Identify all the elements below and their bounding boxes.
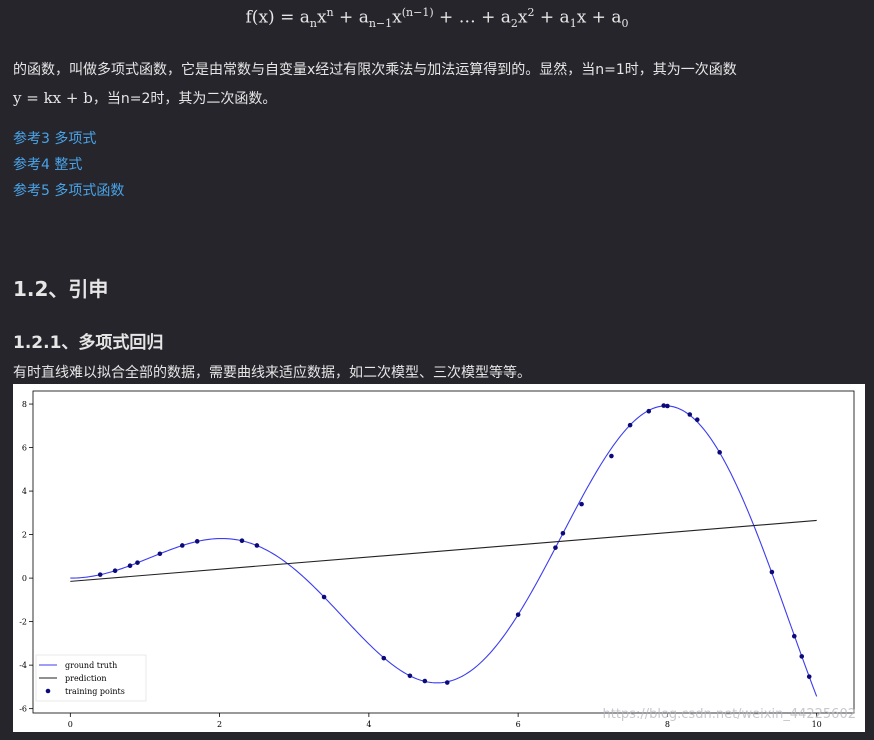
training-point [717,450,722,455]
training-point [407,673,413,679]
training-point [127,563,133,569]
training-point [609,453,614,459]
training-point [422,678,428,684]
legend-label: training points [65,687,125,696]
link-reference-5[interactable]: 参考5 多项式函数 [13,183,125,199]
x-tick-label: 10 [812,720,822,729]
x-tick-label: 0 [68,720,73,729]
training-point [194,539,200,544]
y-tick-label: 4 [22,487,27,496]
y-tick-label: 2 [22,531,27,540]
paragraph-regression-intro: 有时直线难以拟合全部的数据，需要曲线来适应数据，如二次模型、三次模型等等。 [13,365,531,381]
training-point [665,403,670,409]
training-point [239,538,245,543]
section-heading-1-2: 1.2、引申 [13,277,109,301]
link-reference-3[interactable]: 参考3 多项式 [13,131,97,147]
y-tick-label: 8 [22,400,27,409]
regression-chart-figure: 0 2 4 6 8 10 -6 -4 -2 0 2 4 6 8 ground truth prediction… [13,384,865,732]
training-point [135,560,140,565]
training-point [687,412,693,417]
legend-label: prediction [65,674,107,683]
paragraph-definition-line1: 的函数，叫做多项式函数，它是由常数与自变量x经过有限次乘法与加法运算得到的。显然… [13,62,737,78]
y-tick-label: -2 [19,618,27,627]
training-point [97,572,103,577]
training-point [112,568,118,574]
training-point [321,594,327,600]
training-point [806,674,812,679]
training-point [646,408,652,414]
training-point [381,655,387,661]
x-tick-label: 8 [665,720,670,729]
plot-frame [32,390,855,714]
polynomial-formula: f(x) = anxn + an−1x(n−1) + … + a2x2 + a1… [245,6,629,31]
paragraph-definition-tail: ，当n=2时，其为二次函数。 [92,91,277,107]
y-tick-label: 0 [22,574,27,583]
training-point [254,543,260,548]
training-point [179,543,185,548]
linear-equation: y = kx + b [13,89,93,107]
paragraph-definition-line2: y = kx + b，当n=2时，其为二次函数。 [13,86,276,111]
training-point [553,545,558,550]
training-point [515,612,521,617]
training-point [157,551,163,557]
reference-links: 参考3 多项式 参考4 整式 参考5 多项式函数 [13,126,124,204]
training-point [799,654,805,659]
training-point [579,501,584,507]
section-heading-1-2-1: 1.2.1、多项式回归 [13,333,164,353]
training-point [444,680,450,685]
training-point [694,417,700,423]
y-tick-label: 6 [22,444,27,453]
x-tick-label: 4 [366,720,371,729]
y-tick-label: -4 [19,661,27,670]
training-point [769,569,775,575]
y-tick-label: -6 [19,705,27,714]
ground-truth-line [70,405,818,697]
watermark-url: https://blog.csdn.net/weixin_44225602 [602,707,856,722]
training-point [661,403,666,408]
prediction-line [70,519,817,582]
training-point [627,422,633,428]
training-point [791,633,797,639]
link-reference-4[interactable]: 参考4 整式 [13,157,83,173]
training-point [560,530,566,536]
legend-swatch-dot [45,688,51,694]
regression-chart: 0 2 4 6 8 10 -6 -4 -2 0 2 4 6 8 ground truth prediction… [19,390,855,729]
x-tick-label: 6 [516,720,521,729]
legend-label: ground truth [65,661,117,670]
x-tick-label: 2 [217,720,222,729]
